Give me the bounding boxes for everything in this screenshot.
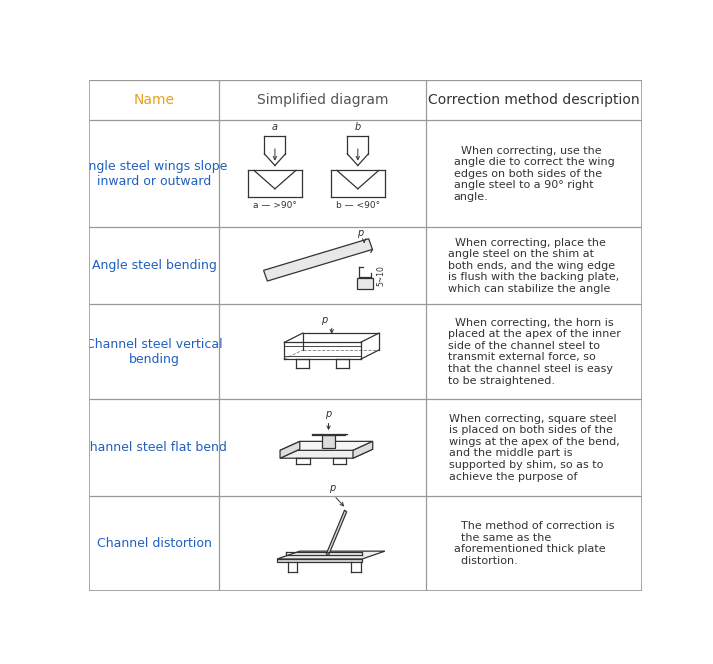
Text: Simplified diagram: Simplified diagram [257, 93, 389, 107]
Text: a — >90°: a — >90° [253, 201, 297, 210]
Text: The method of correction is
  the same as the
aforementioned thick plate
  disto: The method of correction is the same as … [453, 521, 614, 566]
Text: When correcting, place the
angle steel on the shim at
both ends, and the wing ed: When correcting, place the angle steel o… [448, 238, 620, 294]
Text: p: p [356, 228, 363, 238]
Bar [356, 278, 374, 289]
Polygon shape [280, 450, 373, 458]
Polygon shape [277, 559, 362, 562]
Text: a: a [272, 122, 278, 133]
Text: 5~10: 5~10 [376, 266, 385, 286]
Text: When correcting, use the
angle die to correct the wing
edges on both sides of th: When correcting, use the angle die to co… [453, 145, 615, 202]
Text: Angle steel wings slope
inward or outward: Angle steel wings slope inward or outwar… [81, 160, 227, 188]
Polygon shape [353, 442, 373, 458]
Text: Correction method description: Correction method description [428, 93, 640, 107]
Text: b — <90°: b — <90° [336, 201, 380, 210]
Text: p: p [321, 315, 327, 325]
Text: When correcting, the horn is
placed at the apex of the inner
side of the channel: When correcting, the horn is placed at t… [448, 317, 620, 386]
Polygon shape [280, 442, 299, 458]
Polygon shape [327, 510, 347, 556]
Text: Channel steel flat bend: Channel steel flat bend [81, 441, 227, 454]
Text: b: b [354, 122, 361, 133]
Polygon shape [322, 435, 335, 448]
Text: Channel steel vertical
bending: Channel steel vertical bending [86, 337, 222, 365]
Polygon shape [277, 551, 385, 559]
Polygon shape [264, 239, 372, 281]
Text: p: p [329, 483, 336, 493]
Text: Channel distortion: Channel distortion [97, 537, 212, 550]
Text: Angle steel bending: Angle steel bending [91, 259, 217, 272]
Text: Name: Name [133, 93, 175, 107]
Text: When correcting, square steel
is placed on both sides of the
wings at the apex o: When correcting, square steel is placed … [448, 414, 620, 481]
Polygon shape [280, 442, 373, 450]
Text: p: p [325, 408, 332, 418]
